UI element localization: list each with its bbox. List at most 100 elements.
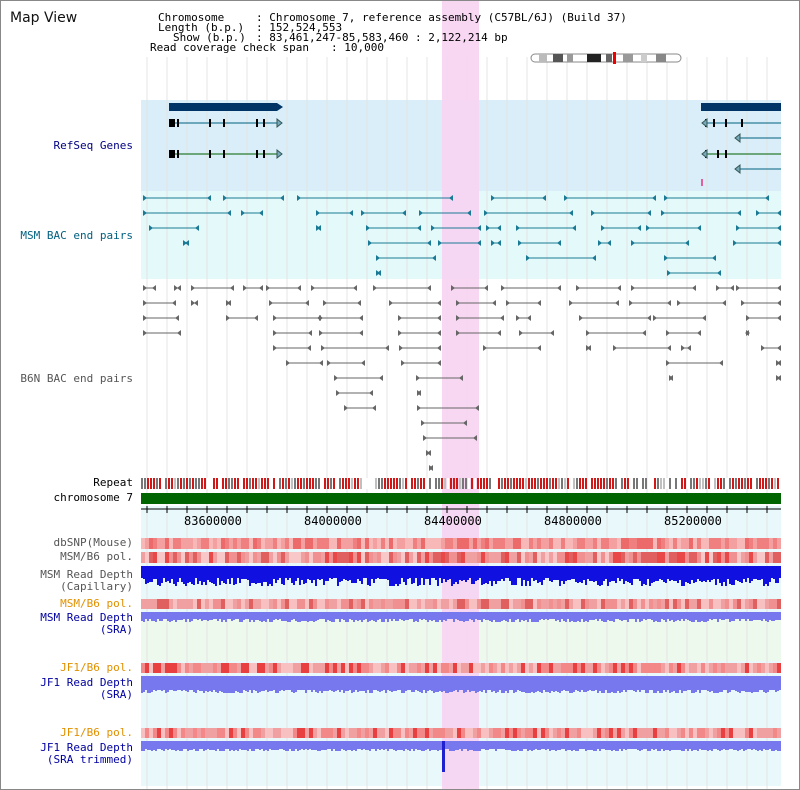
msm-pol-heat-cell	[605, 552, 609, 563]
jf1-pol-heat-cell	[353, 728, 357, 738]
track-label-jf1-depth-trimmed[interactable]: JF1 Read Depth (SRA trimmed)	[40, 742, 133, 766]
jf1-trimmed-depth-bar	[715, 741, 717, 749]
msm-sra-pol-heat-cell	[705, 599, 709, 609]
msm-sra-depth-bar	[689, 612, 691, 621]
repeat-block	[225, 478, 227, 489]
jf1-trimmed-depth-bar	[251, 741, 253, 751]
msm-sra-depth-bar	[705, 612, 707, 622]
track-label-msm-bac[interactable]: MSM BAC end pairs	[20, 229, 133, 242]
jf1-pol-heat-cell	[773, 728, 777, 738]
msm-capillary-depth-bar	[619, 566, 621, 581]
msm-capillary-depth-bar	[763, 566, 765, 586]
msm-capillary-depth-bar	[211, 566, 213, 583]
track-label-b6n-bac[interactable]: B6N BAC end pairs	[20, 372, 133, 385]
repeat-block	[738, 478, 740, 489]
jf1-pol-heat-cell	[273, 728, 277, 738]
dbsnp-heat-cell	[677, 538, 681, 549]
msm-sra-depth-bar	[411, 612, 413, 619]
b6n-bac-pair-end	[761, 345, 765, 351]
jf1-trimmed-depth-bar	[565, 741, 567, 751]
jf1-trimmed-depth-bar	[607, 741, 609, 750]
track-label-jf1-pol-1[interactable]: JF1/B6 pol.	[60, 661, 133, 674]
b6n-bac-pair-end	[681, 345, 685, 351]
msm-sra-depth-bar	[317, 612, 319, 620]
jf1-pol-heat-cell	[181, 728, 185, 738]
jf1-sra-depth-bar	[619, 676, 621, 693]
jf1-sra-depth-bar	[685, 676, 687, 691]
jf1-trimmed-depth-bar	[711, 741, 713, 751]
dbsnp-heat-cell	[233, 538, 237, 549]
repeat-block	[186, 478, 188, 489]
msm-capillary-depth-bar	[331, 566, 333, 579]
jf1-pol-heat-cell	[201, 663, 205, 673]
msm-pol-heat-cell	[193, 552, 197, 563]
jf1-sra-depth-bar	[739, 676, 741, 693]
msm-pol-heat-cell	[469, 552, 473, 563]
dbsnp-heat-cell	[433, 538, 437, 549]
msm-sra-pol-heat-cell	[221, 599, 225, 609]
jf1-sra-depth-bar	[679, 676, 681, 690]
msm-capillary-depth-bar	[681, 566, 683, 586]
msm-sra-depth-bar	[725, 612, 727, 619]
msm-sra-depth-bar	[329, 612, 331, 621]
dbsnp-heat-cell	[197, 538, 201, 549]
jf1-pol-heat-cell	[177, 728, 181, 738]
msm-sra-depth-bar	[437, 612, 439, 622]
repeat-block	[477, 478, 479, 489]
dbsnp-heat-cell	[641, 538, 645, 549]
jf1-pol-heat-cell	[561, 728, 565, 738]
msm-sra-depth-bar	[727, 612, 729, 619]
jf1-trimmed-depth-bar	[581, 741, 583, 749]
dbsnp-heat-cell	[249, 538, 253, 549]
track-label-chromosome[interactable]: chromosome 7	[53, 491, 133, 504]
msm-sra-depth-bar	[653, 612, 655, 622]
repeat-block	[453, 478, 455, 489]
jf1-trimmed-depth-bar	[163, 741, 165, 751]
jf1-sra-depth-bar	[421, 676, 423, 693]
track-label-dbsnp[interactable]: dbSNP(Mouse)	[53, 536, 133, 549]
repeat-block	[519, 478, 521, 489]
msm-capillary-depth-bar	[597, 566, 599, 585]
msm-capillary-depth-bar	[341, 566, 343, 581]
msm-sra-depth-bar	[769, 612, 771, 620]
jf1-trimmed-depth-bar	[535, 741, 537, 749]
msm-capillary-depth-bar	[499, 566, 501, 581]
b6n-bac-pair-end	[372, 405, 376, 411]
msm-sra-depth-bar	[359, 612, 361, 620]
track-label-msm-b6-pol[interactable]: MSM/B6 pol.	[60, 550, 133, 563]
msm-sra-pol-heat-cell	[641, 599, 645, 609]
track-label-repeat[interactable]: Repeat	[93, 476, 133, 489]
jf1-pol-heat-cell	[161, 728, 165, 738]
track-label-refseq[interactable]: RefSeq Genes	[53, 139, 133, 152]
repeat-block	[603, 478, 605, 489]
jf1-trimmed-depth-bar	[419, 741, 421, 750]
track-label-msm-depth-capillary[interactable]: MSM Read Depth (Capillary)	[40, 569, 133, 593]
jf1-pol-heat-cell	[333, 663, 337, 673]
msm-sra-depth-bar	[275, 612, 277, 619]
msm-capillary-depth-bar	[343, 566, 345, 579]
jf1-sra-depth-bar	[343, 676, 345, 693]
track-label-jf1-pol-2[interactable]: JF1/B6 pol.	[60, 726, 133, 739]
repeat-block	[150, 478, 152, 489]
jf1-trimmed-depth-bar	[451, 741, 453, 751]
msm-sra-pol-heat-cell	[457, 599, 461, 609]
track-label-jf1-depth[interactable]: JF1 Read Depth (SRA)	[40, 677, 133, 701]
track-label-msm-depth-sra[interactable]: MSM Read Depth (SRA)	[40, 612, 133, 636]
jf1-pol-heat-cell	[373, 728, 377, 738]
track-label-msm-b6-pol-sra[interactable]: MSM/B6 pol.	[60, 597, 133, 610]
jf1-trimmed-depth-bar	[185, 741, 187, 749]
jf1-pol-heat-cell	[497, 728, 501, 738]
jf1-pol-heat-cell	[757, 728, 761, 738]
repeat-block	[702, 478, 704, 489]
msm-sra-depth-bar	[589, 612, 591, 620]
jf1-sra-depth-bar	[463, 676, 465, 693]
b6n-bac-pair-end	[777, 315, 781, 321]
msm-capillary-depth-bar	[471, 566, 473, 584]
jf1-sra-depth-bar	[257, 676, 259, 693]
b6n-bac-pair-end	[736, 285, 740, 291]
repeat-block	[228, 478, 230, 489]
jf1-sra-depth-bar	[753, 676, 755, 692]
jf1-trimmed-depth-bar	[463, 741, 465, 749]
jf1-pol-heat-cell	[385, 728, 389, 738]
